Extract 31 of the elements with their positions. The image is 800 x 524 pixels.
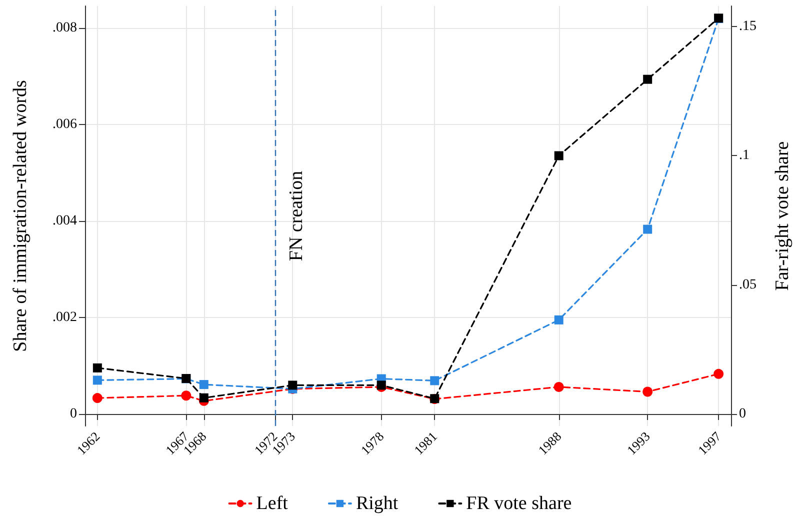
point xyxy=(643,74,652,84)
point xyxy=(199,393,208,402)
y2-tick-label: .05 xyxy=(739,277,756,292)
point xyxy=(181,390,192,401)
point xyxy=(642,386,653,397)
y2-axis-title: Far-right vote share xyxy=(772,141,793,291)
point xyxy=(643,224,652,234)
legend-label: Left xyxy=(256,493,289,514)
point xyxy=(288,380,298,390)
point xyxy=(554,151,564,160)
y2-tick-label: .1 xyxy=(739,148,750,164)
y-axis-title: Share of immigration-related words xyxy=(10,80,31,352)
point xyxy=(92,376,102,385)
point xyxy=(92,393,102,404)
legend-label: FR vote share xyxy=(466,493,572,514)
y-tick-label: 0 xyxy=(70,406,77,422)
x-tick-label: 1981 xyxy=(410,428,440,458)
point xyxy=(199,380,208,390)
y-tick-label: .004 xyxy=(52,214,77,229)
point xyxy=(554,382,564,392)
y-tick-label: .002 xyxy=(52,310,77,326)
y-tick-label: .006 xyxy=(52,117,77,132)
point xyxy=(92,363,102,372)
y-tick-label: .008 xyxy=(52,20,77,36)
point xyxy=(714,368,724,379)
y2-tick-label: .15 xyxy=(739,19,756,34)
point xyxy=(430,376,440,386)
ref-line-label: FN creation xyxy=(286,170,307,262)
y2-tick-label: 0 xyxy=(739,406,746,422)
legend-label: Right xyxy=(356,493,399,514)
point xyxy=(554,315,564,324)
